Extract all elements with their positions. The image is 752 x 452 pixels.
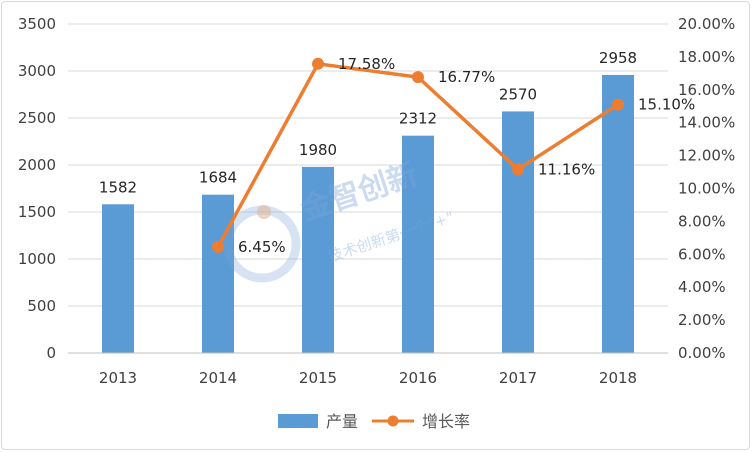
axes: 0 500 1000 1500 2000 2500 3000 3500 0.00% 2.00% 4.… xyxy=(18,15,735,387)
watermark-logo-icon xyxy=(223,205,301,283)
bar xyxy=(302,166,334,353)
bar-series xyxy=(102,74,634,353)
bar-value-label: 2312 xyxy=(399,110,437,128)
bar xyxy=(402,135,434,353)
line-marker xyxy=(212,240,224,253)
y-tick-label: 500 xyxy=(27,297,56,315)
bar xyxy=(202,194,234,353)
y2-tick-label: 10.00% xyxy=(678,180,735,198)
y-tick-label: 3500 xyxy=(18,15,56,33)
line-marker xyxy=(612,98,624,111)
line-value-label: 6.45% xyxy=(238,238,286,256)
line-value-label: 17.58% xyxy=(338,55,395,73)
y2-tick-label: 18.00% xyxy=(678,48,735,66)
line-marker xyxy=(312,57,324,70)
x-tick-label: 2014 xyxy=(199,369,237,387)
x-tick-label: 2016 xyxy=(399,369,437,387)
x-tick-label: 2015 xyxy=(299,369,337,387)
legend: 产量 增长率 xyxy=(278,412,470,431)
line-series xyxy=(212,57,624,253)
y2-tick-label: 12.00% xyxy=(678,147,735,165)
y-tick-label: 2000 xyxy=(18,156,56,174)
y2-tick-label: 20.00% xyxy=(678,15,735,33)
bar-value-label: 1980 xyxy=(299,141,337,159)
legend-swatch-marker xyxy=(387,415,399,427)
line-marker xyxy=(512,163,524,176)
line-value-label: 11.16% xyxy=(538,160,595,178)
y2-tick-label: 0.00% xyxy=(678,344,726,362)
x-tick-label: 2018 xyxy=(599,369,637,387)
x-tick-label: 2017 xyxy=(499,369,537,387)
x-tick-label: 2013 xyxy=(99,369,137,387)
y-tick-label: 1000 xyxy=(18,250,56,268)
bar-value-label: 1582 xyxy=(99,178,137,196)
y2-tick-label: 16.00% xyxy=(678,81,735,99)
y-tick-label: 3000 xyxy=(18,62,56,80)
legend-label-line: 增长率 xyxy=(422,412,470,431)
y-tick-label: 1500 xyxy=(18,203,56,221)
y2-tick-label: 4.00% xyxy=(678,278,726,296)
y-tick-label: 0 xyxy=(46,344,56,362)
bar-value-label: 1684 xyxy=(199,169,237,187)
bar-value-label: 2570 xyxy=(499,85,537,103)
y2-tick-label: 6.00% xyxy=(678,245,726,263)
legend-swatch-bar xyxy=(278,414,318,428)
y-tick-label: 2500 xyxy=(18,109,56,127)
legend-label-bar: 产量 xyxy=(326,412,358,431)
y2-tick-label: 2.00% xyxy=(678,311,726,329)
y2-tick-label: 14.00% xyxy=(678,114,735,132)
bar xyxy=(602,74,634,353)
watermark-subtitle: 技术创新第一个"+" xyxy=(326,208,457,266)
bar xyxy=(502,111,534,353)
y2-tick-label: 8.00% xyxy=(678,212,726,230)
data-labels: 1582 1684 1980 2312 2570 2958 6.45% 17.58% 16.77… xyxy=(99,49,695,256)
line-value-label: 16.77% xyxy=(438,68,495,86)
line-marker xyxy=(412,71,424,84)
bar-value-label: 2958 xyxy=(599,49,637,67)
line-value-label: 15.10% xyxy=(638,96,695,114)
bar xyxy=(102,204,134,353)
